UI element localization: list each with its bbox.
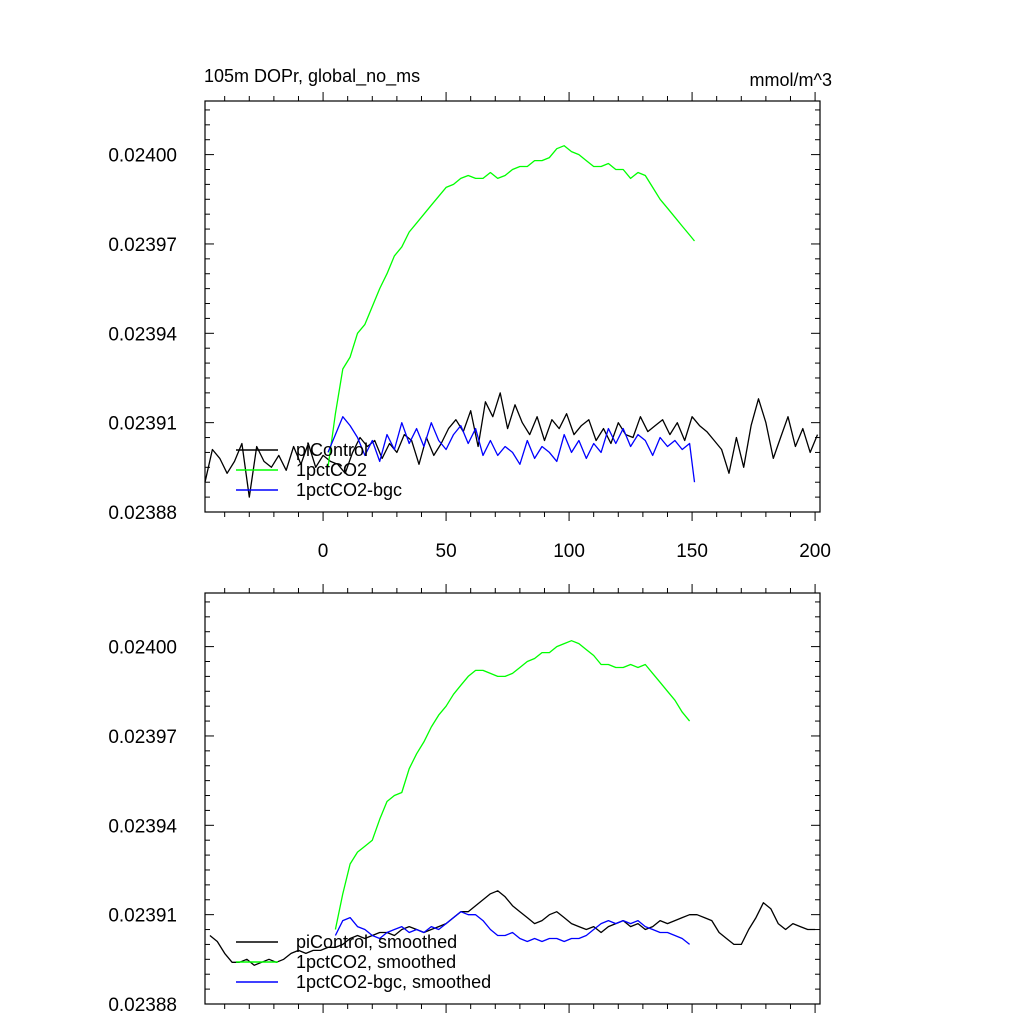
series-line-1 [209,890,816,966]
y-tick-label: 0.02397 [108,727,177,748]
plot-frame [204,100,821,513]
plot-frame [204,592,821,1005]
legend-label: piControl [296,440,368,460]
series-line-3 [327,416,696,483]
y-tick-label: 0.02400 [108,146,177,167]
x-tick-label: 200 [799,541,831,562]
series-line-3 [334,911,691,945]
y-tick-label: 0.02400 [108,638,177,659]
legend-label: 1pctCO2, smoothed [296,952,456,972]
units-label: mmol/m^3 [750,70,832,90]
x-tick-label: 100 [553,541,585,562]
top-panel: 0.02388 0.02391 0.02394 0.02397 0.02400 0 50 10… [108,92,831,562]
bottom-panel: 0.02388 0.02391 0.02394 0.02397 0.02400 piCon… [108,584,821,1016]
x-tick-label: 150 [676,541,708,562]
y-tick-label: 0.02391 [108,414,177,435]
y-tick-label: 0.02397 [108,235,177,256]
y-tick-label: 0.02388 [108,995,177,1016]
legend-label: 1pctCO2-bgc [296,480,402,500]
legend-label: piControl, smoothed [296,932,457,952]
series-line-2 [327,145,696,468]
x-tick-label: 50 [436,541,457,562]
legend-label: 1pctCO2-bgc, smoothed [296,972,491,992]
chart-title: 105m DOPr, global_no_ms [204,66,420,87]
y-tick-label: 0.02394 [108,324,177,345]
legend-label: 1pctCO2 [296,460,367,480]
y-tick-label: 0.02388 [108,503,177,524]
y-tick-label: 0.02391 [108,906,177,927]
x-tick-label: 0 [318,541,329,562]
series-line-2 [334,640,691,930]
series-line-1 [204,392,819,498]
y-tick-label: 0.02394 [108,816,177,837]
